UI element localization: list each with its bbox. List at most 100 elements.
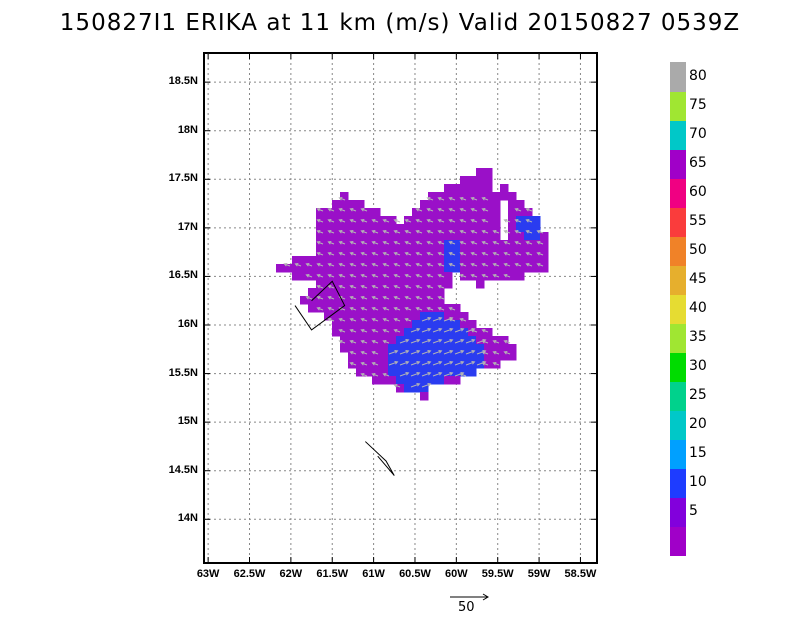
wind-cell <box>396 384 405 393</box>
lon-tick-label: 62W <box>279 568 303 580</box>
wind-vector-head <box>503 251 508 256</box>
wind-vector-head <box>349 262 354 267</box>
wind-vector-head <box>394 349 399 354</box>
wind-vector-head <box>393 218 398 223</box>
wind-cell <box>380 376 389 385</box>
wind-vector-head <box>415 229 420 234</box>
wind-cell <box>468 360 477 369</box>
wind-vector-head <box>327 251 332 256</box>
colorbar-segment <box>670 207 686 237</box>
colorbar-label: 25 <box>689 386 707 403</box>
wind-vector-head <box>382 218 387 223</box>
wind-cell <box>444 344 453 353</box>
lon-tick-label: 58.5W <box>564 568 597 580</box>
wind-vector-head <box>404 284 409 289</box>
wind-cell <box>516 200 525 209</box>
wind-cell <box>436 296 445 305</box>
wind-cell <box>460 368 469 377</box>
wind-cell <box>348 352 357 361</box>
wind-cell <box>428 360 437 369</box>
wind-vector-head <box>415 306 420 311</box>
wind-vector-head <box>360 251 365 256</box>
wind-vector-head <box>338 262 343 267</box>
colorbar-segment <box>670 381 686 411</box>
wind-cell <box>380 336 389 345</box>
wind-cell <box>332 296 341 305</box>
wind-vector-head <box>503 240 508 245</box>
wind-cell <box>508 224 517 233</box>
wind-vector-head <box>360 262 365 267</box>
wind-cell <box>476 232 485 241</box>
wind-cell <box>372 208 381 217</box>
wind-cell <box>508 208 517 217</box>
wind-vector-head <box>427 349 432 354</box>
wind-cell <box>388 296 397 305</box>
flight-track <box>294 280 346 331</box>
wind-vector-head <box>460 360 465 365</box>
wind-cell <box>372 352 381 361</box>
wind-vector-head <box>470 229 475 234</box>
wind-vector-head <box>393 229 398 234</box>
wind-cell <box>420 248 429 257</box>
wind-cell <box>444 256 453 265</box>
wind-cell <box>460 264 469 273</box>
lon-tick-label: 61W <box>362 568 385 580</box>
wind-vector-head <box>448 262 453 267</box>
wind-vector <box>421 339 431 344</box>
wind-cell <box>404 352 413 361</box>
wind-cell <box>388 368 397 377</box>
wind-cell <box>404 296 413 305</box>
wind-vector <box>443 372 453 377</box>
wind-vector-head <box>327 240 332 245</box>
wind-cell <box>380 328 389 337</box>
wind-cell <box>388 248 397 257</box>
wind-vector-head <box>371 328 376 333</box>
wind-vector-head <box>427 382 432 387</box>
colorbar-label: 60 <box>689 183 707 200</box>
wind-cell <box>412 208 421 217</box>
wind-vector-head <box>492 273 497 278</box>
wind-vector-head <box>427 360 432 365</box>
wind-cell <box>452 312 461 321</box>
wind-cell <box>372 376 381 385</box>
wind-cell <box>508 248 517 257</box>
wind-cell <box>364 208 373 217</box>
wind-cell <box>396 344 405 353</box>
wind-vector-head <box>427 327 432 332</box>
wind-cell <box>292 256 301 265</box>
wind-vector-head <box>360 317 365 322</box>
wind-vector-head <box>415 262 420 267</box>
wind-cell <box>396 240 405 249</box>
wind-cell <box>484 336 493 345</box>
wind-vector-head <box>382 295 387 300</box>
wind-vector-head <box>470 218 475 223</box>
wind-cell <box>428 208 437 217</box>
wind-vector <box>432 328 442 333</box>
wind-vector-head <box>382 240 387 245</box>
wind-vector <box>410 328 420 333</box>
wind-vector-head <box>437 262 442 267</box>
wind-vector-head <box>382 372 387 377</box>
wind-vector-head <box>426 229 431 234</box>
wind-vector-head <box>525 229 530 234</box>
wind-cell <box>476 280 485 289</box>
wind-cell <box>460 240 469 249</box>
wind-cell <box>300 296 309 305</box>
wind-cell <box>476 328 485 337</box>
wind-vector-head <box>449 338 454 343</box>
wind-cell <box>444 240 453 249</box>
wind-cell <box>356 352 365 361</box>
wind-vector-head <box>459 196 464 201</box>
lat-tick-label: 18N <box>177 123 198 136</box>
wind-vector-head <box>349 350 354 355</box>
wind-cell <box>340 312 349 321</box>
wind-cell <box>492 256 501 265</box>
wind-cell <box>444 280 453 289</box>
wind-vector-head <box>448 218 453 223</box>
wind-cell <box>444 368 453 377</box>
wind-cell <box>372 248 381 257</box>
wind-cell <box>524 264 533 273</box>
wind-cell <box>540 240 549 249</box>
wind-vector-head <box>503 229 508 234</box>
wind-cell <box>508 352 517 361</box>
